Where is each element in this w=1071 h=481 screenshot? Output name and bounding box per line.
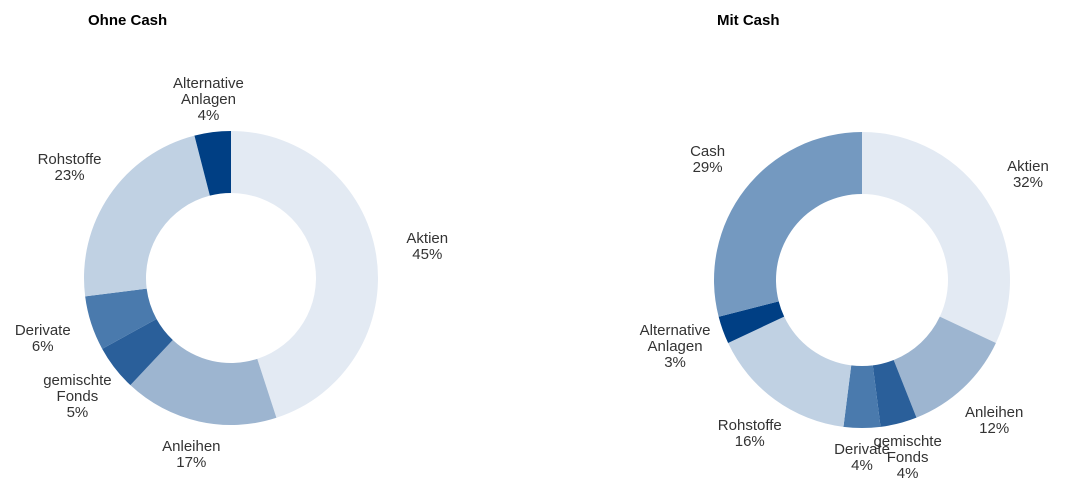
value-label: 4% bbox=[896, 464, 919, 481]
value-label: 5% bbox=[66, 404, 89, 422]
slice-label: Anleihen 12% bbox=[964, 403, 1024, 437]
value-label: 17% bbox=[176, 454, 207, 472]
donut-slice bbox=[231, 131, 378, 418]
donut-slice bbox=[85, 288, 157, 349]
category-label: Aktien bbox=[1007, 157, 1049, 175]
donut-slice bbox=[194, 131, 231, 196]
value-label: 45% bbox=[412, 245, 443, 263]
donut-slice bbox=[872, 359, 917, 427]
slice-label: Alternative Anlagen 4% bbox=[161, 74, 256, 124]
chart-title: Ohne Cash bbox=[88, 12, 168, 29]
value-label: 4% bbox=[197, 106, 220, 124]
slice-label: gemischte Fonds 4% bbox=[860, 432, 955, 481]
donut-slice bbox=[843, 365, 881, 429]
category-label: Alternative Anlagen bbox=[173, 74, 244, 108]
chart-title: Mit Cash bbox=[717, 12, 780, 29]
donut-slice bbox=[893, 316, 996, 418]
donut-slice bbox=[862, 132, 1010, 344]
category-label: Rohstoffe bbox=[717, 417, 782, 435]
slice-label: Anleihen 17% bbox=[162, 439, 220, 471]
slice-label: Cash 29% bbox=[690, 144, 725, 176]
value-label: 23% bbox=[54, 167, 85, 185]
donut-slice bbox=[728, 316, 852, 427]
donut-slice bbox=[102, 318, 173, 386]
slice-label: Derivate 4% bbox=[834, 442, 890, 474]
donut-slice bbox=[130, 339, 277, 425]
value-label: 3% bbox=[664, 354, 686, 372]
value-label: 32% bbox=[1012, 173, 1043, 191]
slice-label: Aktien 32% bbox=[1007, 157, 1049, 191]
category-label: gemischte Fonds bbox=[873, 432, 942, 466]
category-label: gemischte Fonds bbox=[43, 372, 112, 406]
donut-slice bbox=[714, 132, 862, 317]
category-label: Aktien bbox=[406, 229, 449, 247]
category-label: Anleihen bbox=[964, 403, 1024, 421]
slice-label: Alternative Anlagen 3% bbox=[628, 323, 723, 371]
value-label: 12% bbox=[979, 419, 1010, 437]
slice-label: Rohstoffe 16% bbox=[718, 418, 782, 450]
value-label: 4% bbox=[851, 457, 873, 474]
slice-label: gemischte Fonds 5% bbox=[30, 373, 125, 421]
value-label: 16% bbox=[734, 433, 765, 451]
category-label: Alternative Anlagen bbox=[639, 322, 711, 356]
donut-slice bbox=[84, 135, 210, 297]
value-label: 6% bbox=[31, 338, 54, 356]
slice-label: Rohstoffe 23% bbox=[38, 152, 102, 184]
category-label: Derivate bbox=[834, 441, 890, 458]
slice-label: Derivate 6% bbox=[15, 323, 71, 355]
value-label: 29% bbox=[692, 159, 723, 177]
category-label: Anleihen bbox=[162, 438, 221, 456]
category-label: Derivate bbox=[14, 322, 71, 340]
slice-label: Aktien 45% bbox=[406, 229, 449, 263]
category-label: Cash bbox=[690, 143, 726, 161]
category-label: Rohstoffe bbox=[37, 151, 102, 169]
donut-slice bbox=[718, 301, 785, 344]
